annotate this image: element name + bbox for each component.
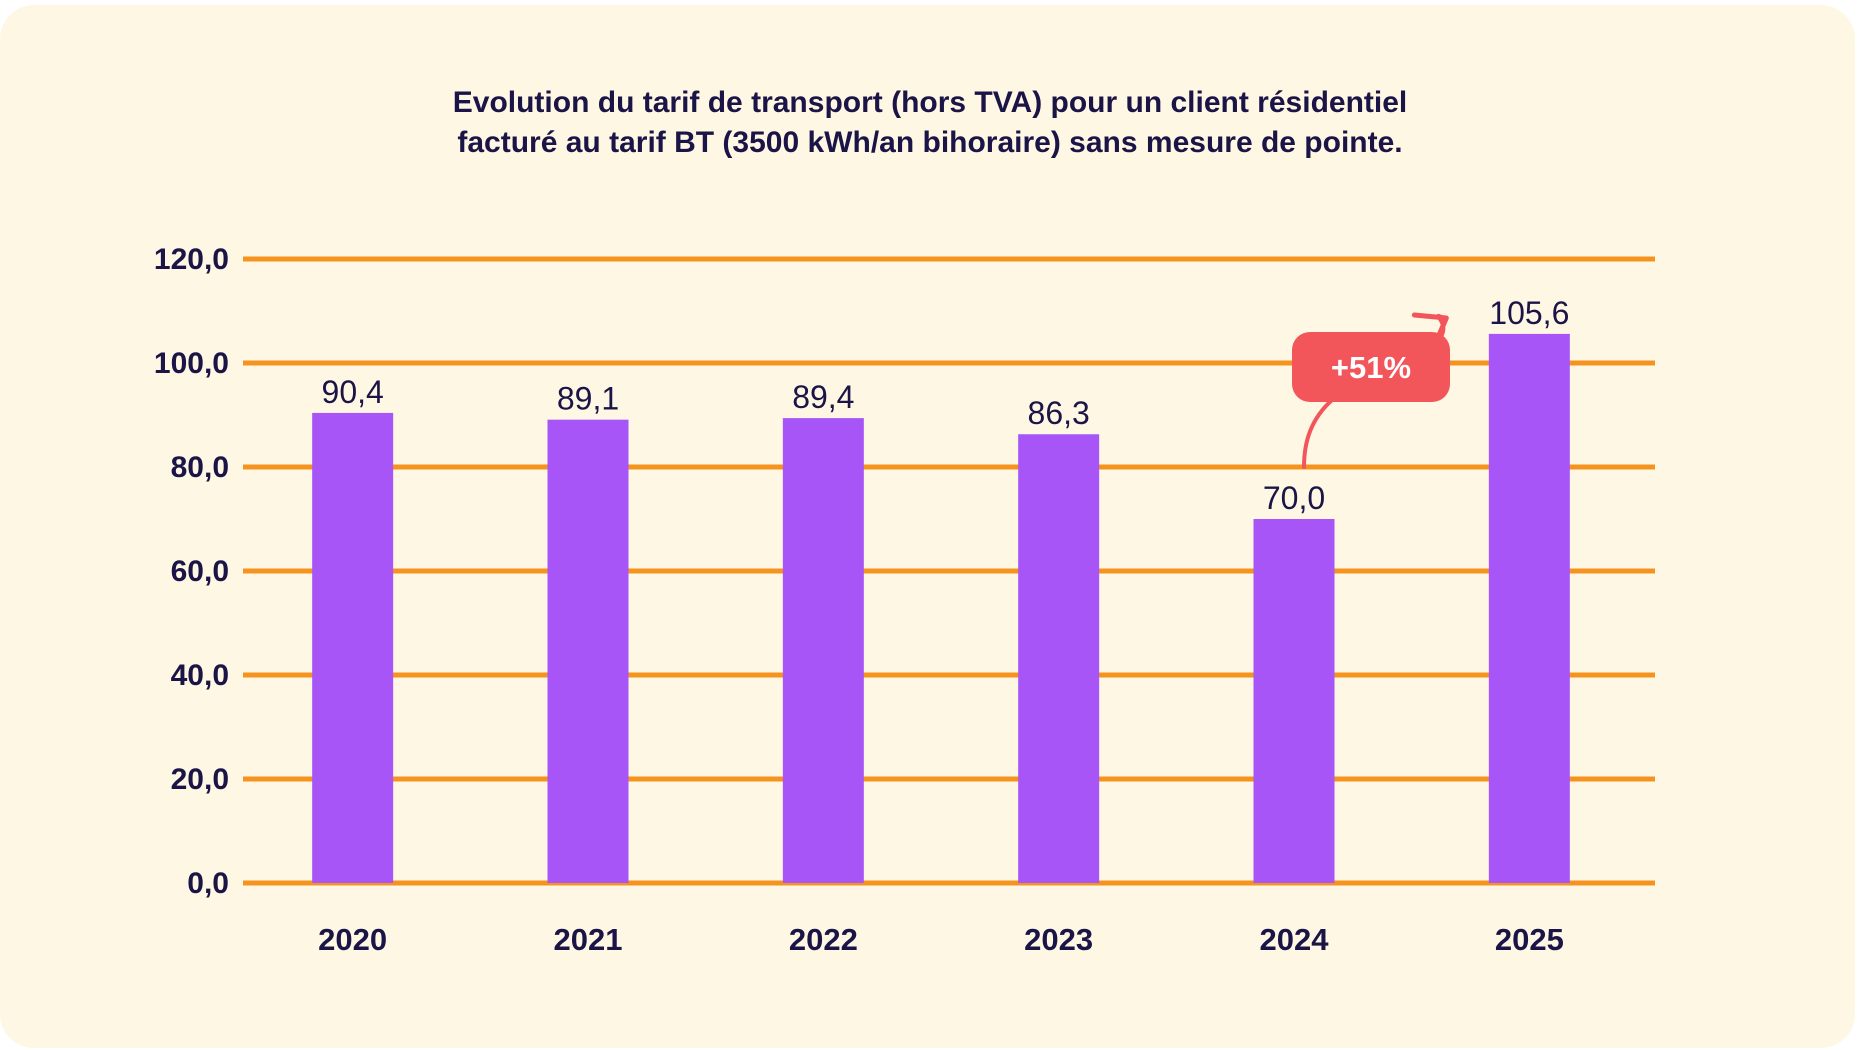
data-label-2025: 105,6 [1489,295,1569,331]
x-axis-ticks: 2020 2021 2022 2023 2024 2025 [318,922,1564,957]
data-label-2020: 90,4 [322,374,384,410]
annotation-curve-lower [1302,398,1334,469]
growth-badge [1292,332,1450,402]
y-tick-label: 100,0 [154,347,229,380]
data-labels: 90,4 89,1 89,4 86,3 70,0 105,6 [322,295,1570,516]
x-tick-label-2024: 2024 [1260,922,1330,957]
growth-badge-text: +51% [1331,350,1411,385]
data-label-2022: 89,4 [792,379,854,415]
x-tick-label-2025: 2025 [1495,922,1564,957]
y-axis-ticks: 0,0 20,0 40,0 60,0 80,0 100,0 120,0 [154,243,229,900]
x-tick-label-2022: 2022 [789,922,858,957]
x-tick-label-2020: 2020 [318,922,387,957]
bar-2021 [547,419,629,883]
x-tick-label-2021: 2021 [554,922,623,957]
bars [312,333,1570,883]
chart-title-line-1: Evolution du tarif de transport (hors TV… [452,86,1408,119]
chart-title: Evolution du tarif de transport (hors TV… [0,83,1860,163]
data-label-2023: 86,3 [1028,395,1090,431]
y-tick-label: 40,0 [171,659,229,692]
y-tick-label: 120,0 [154,243,229,276]
data-label-2021: 89,1 [557,381,619,417]
y-tick-label: 60,0 [171,555,229,588]
chart-title-line-2: facturé au tarif BT (3500 kWh/an bihorai… [457,126,1403,159]
bar-2020 [312,412,394,883]
bar-2025 [1488,333,1570,883]
bar-2023 [1018,434,1100,883]
growth-annotation: +51% [1292,312,1450,469]
y-tick-label: 0,0 [187,867,229,900]
bar-2022 [782,418,864,883]
bar-2024 [1253,519,1335,883]
x-tick-label-2023: 2023 [1024,922,1093,957]
y-tick-label: 20,0 [171,763,229,796]
data-label-2024: 70,0 [1263,480,1325,516]
y-tick-label: 80,0 [171,451,229,484]
